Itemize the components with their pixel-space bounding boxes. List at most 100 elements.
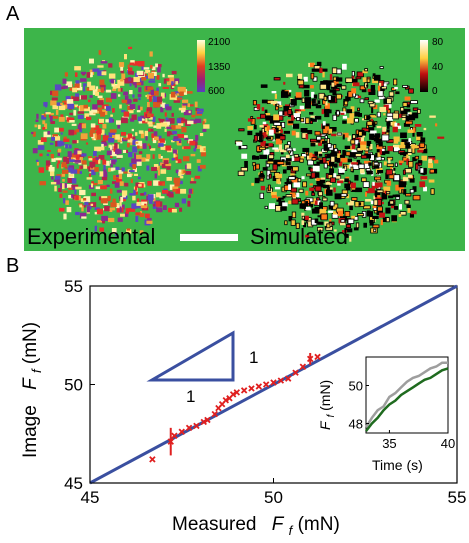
speckle [393, 167, 396, 171]
speckle [361, 177, 367, 182]
speckle [83, 164, 87, 169]
speckle [124, 54, 127, 60]
speckle [83, 106, 90, 112]
speckle [172, 130, 177, 135]
speckle [99, 79, 105, 85]
speckle [152, 96, 158, 103]
speckle [395, 91, 400, 95]
speckle [116, 120, 121, 125]
x-axis-label-unit: (mN) [298, 514, 340, 535]
speckle [344, 210, 351, 217]
speckle [90, 126, 95, 132]
speckle [150, 148, 156, 151]
speckle [374, 99, 380, 103]
speckle [55, 157, 62, 161]
speckle [331, 67, 338, 74]
speckle [112, 134, 117, 140]
speckle [196, 145, 202, 149]
speckle [417, 149, 424, 153]
speckle [408, 138, 411, 144]
speckle [274, 93, 277, 99]
speckle [83, 104, 88, 109]
speckle [402, 102, 408, 107]
speckle [58, 105, 66, 111]
speckle [299, 158, 304, 163]
speckle [110, 150, 117, 157]
speckle [54, 136, 61, 141]
speckle [319, 67, 323, 73]
speckle [194, 175, 201, 179]
speckle [91, 182, 98, 186]
speckle [364, 68, 368, 72]
data-point [306, 355, 314, 363]
speckle [139, 106, 143, 111]
speckle [385, 217, 390, 223]
speckle [82, 134, 86, 138]
speckle [296, 192, 300, 198]
speckle [366, 84, 369, 87]
speckle [71, 178, 77, 184]
speckle [363, 222, 367, 228]
speckle [332, 90, 337, 96]
speckle [366, 210, 371, 216]
speckle [390, 166, 393, 171]
speckle [240, 167, 248, 172]
speckle [97, 70, 105, 76]
speckle [174, 181, 180, 187]
x-tick-label: 50 [264, 488, 283, 507]
speckle [423, 186, 427, 192]
speckle [366, 140, 372, 146]
speckle [352, 153, 358, 157]
speckle [328, 210, 334, 213]
data-point [200, 418, 208, 426]
speckle [343, 165, 348, 171]
x-axis-label-subscript: f [289, 523, 294, 538]
speckle [181, 126, 187, 133]
speckle [310, 85, 314, 89]
speckle [429, 115, 436, 118]
speckle [322, 197, 328, 202]
speckle [351, 197, 358, 201]
speckle [168, 207, 175, 213]
speckle [79, 157, 83, 163]
speckle [297, 73, 303, 79]
speckle [265, 143, 269, 147]
speckle [101, 140, 107, 143]
experimental-colorbar-tick-min: 600 [208, 86, 225, 97]
speckle [324, 135, 328, 140]
speckle [62, 85, 68, 89]
speckle [290, 171, 295, 176]
speckle [125, 99, 131, 104]
speckle [166, 126, 173, 130]
speckle [398, 145, 406, 149]
speckle [182, 103, 188, 106]
speckle [403, 122, 410, 127]
speckle [412, 194, 421, 201]
speckle [370, 144, 373, 150]
speckle [183, 146, 191, 150]
speckle [305, 190, 309, 196]
speckle [102, 159, 107, 165]
speckle [175, 98, 180, 102]
speckle [291, 155, 295, 161]
speckle [285, 161, 291, 166]
y-tick-label: 45 [64, 474, 83, 493]
speckle [279, 149, 287, 153]
speckle [74, 104, 78, 108]
speckle [129, 193, 136, 196]
speckle [264, 205, 268, 210]
speckle [318, 92, 325, 100]
speckle [153, 197, 156, 202]
speckle [160, 122, 168, 127]
speckle [116, 155, 123, 158]
speckle [236, 142, 243, 146]
experimental-colorbar-tick-mid: 1350 [208, 62, 231, 73]
speckle [158, 154, 161, 159]
speckle [373, 165, 380, 169]
speckle [280, 206, 287, 211]
speckle [434, 159, 439, 164]
speckle [120, 70, 124, 74]
simulated-colorbar-tick-mid: 40 [432, 62, 444, 73]
speckle [179, 91, 184, 97]
speckle [159, 201, 163, 207]
